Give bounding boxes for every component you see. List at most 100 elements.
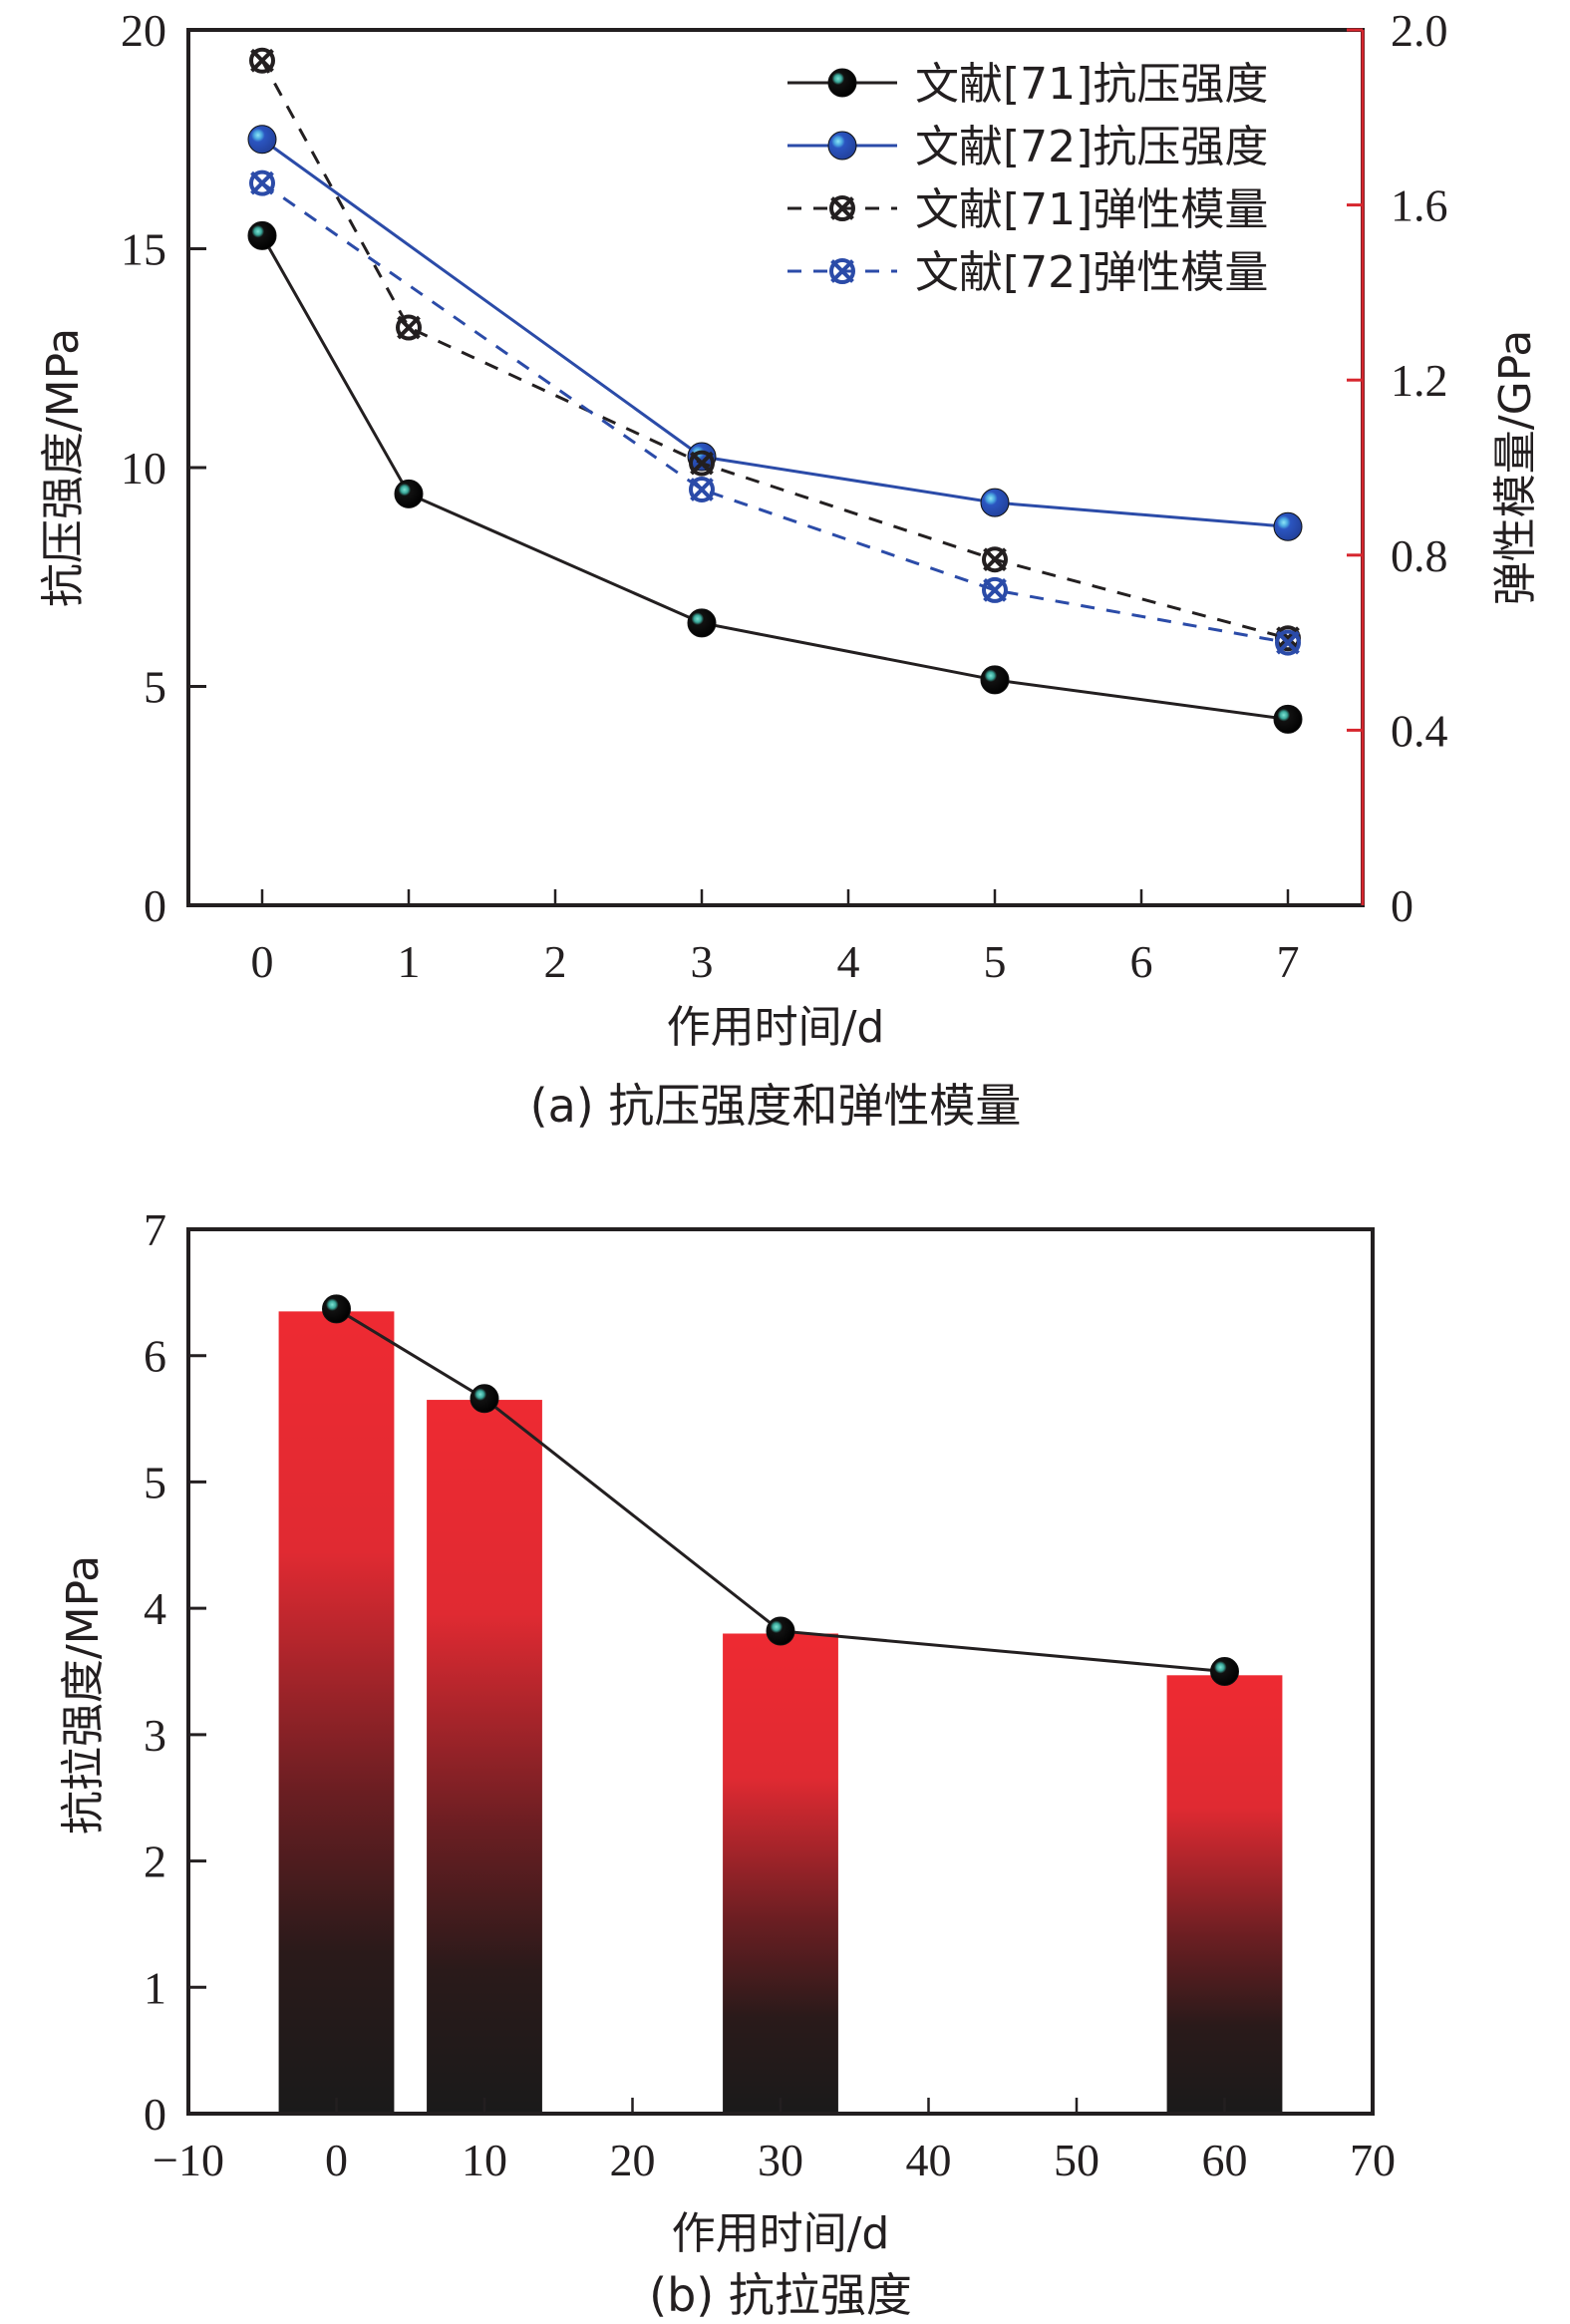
data-point-2-cross bbox=[397, 315, 421, 340]
data-point-0 bbox=[394, 479, 424, 508]
x-tick-label: −10 bbox=[153, 2135, 224, 2185]
data-point-2-cross bbox=[1276, 626, 1300, 651]
series-line-3 bbox=[261, 181, 1289, 645]
legend-marker-3-cross bbox=[830, 259, 854, 283]
x-tick-label: 20 bbox=[610, 2135, 656, 2185]
data-point-2-ring bbox=[396, 314, 422, 341]
bar bbox=[427, 1400, 542, 2114]
x-tick-label: 3 bbox=[691, 936, 714, 987]
data-point-3 bbox=[689, 476, 715, 502]
data-point-3-cross bbox=[250, 170, 274, 195]
x-tick-label: 5 bbox=[984, 936, 1007, 987]
data-point-0 bbox=[247, 220, 277, 250]
bar bbox=[723, 1633, 838, 2114]
data-point-1-body bbox=[687, 442, 717, 472]
legend-marker-2-ring bbox=[829, 195, 855, 221]
legend-label-3: 文献[72]弹性模量 bbox=[915, 247, 1268, 298]
y-tick-label: 5 bbox=[144, 662, 166, 713]
data-point-3-ring bbox=[982, 576, 1008, 603]
y-tick-label: 0 bbox=[144, 880, 166, 931]
legend-marker-2-cross bbox=[830, 196, 854, 220]
x-tick-label: 60 bbox=[1202, 2135, 1248, 2185]
data-point bbox=[1210, 1657, 1239, 1686]
data-point-3-cross bbox=[690, 478, 714, 501]
data-point-2 bbox=[249, 47, 275, 74]
data-point-0-body bbox=[980, 665, 1010, 695]
y-tick-label: 10 bbox=[121, 443, 166, 494]
data-point-1 bbox=[1273, 511, 1303, 541]
x-axis-title: 作用时间/d bbox=[672, 2208, 890, 2259]
data-point-body bbox=[322, 1294, 351, 1324]
series-line-0 bbox=[260, 234, 1289, 721]
data-point-1 bbox=[980, 488, 1010, 517]
data-point bbox=[766, 1616, 795, 1646]
x-tick-label: 4 bbox=[837, 936, 860, 987]
data-point-0-body bbox=[687, 608, 717, 638]
bar bbox=[1166, 1675, 1283, 2114]
y-tick-label: 15 bbox=[121, 224, 166, 275]
data-point-3-cross bbox=[983, 578, 1007, 602]
x-tick-label: 2 bbox=[544, 936, 567, 987]
legend-label-1: 文献[72]抗压强度 bbox=[915, 122, 1268, 172]
data-point-0 bbox=[980, 665, 1010, 695]
data-point-2-ring bbox=[982, 546, 1008, 573]
data-point-3 bbox=[249, 169, 275, 196]
y2-tick-label: 0.8 bbox=[1391, 530, 1448, 581]
data-point-1-body bbox=[1273, 511, 1303, 541]
data-point-2 bbox=[396, 314, 422, 341]
x-tick-label: 7 bbox=[1277, 936, 1300, 987]
y-tick-label: 2 bbox=[144, 1836, 166, 1887]
data-point-0-body bbox=[247, 220, 277, 250]
y-tick-label: 20 bbox=[121, 5, 166, 56]
x-tick-label: 40 bbox=[906, 2135, 952, 2185]
data-point-0-body bbox=[394, 479, 424, 508]
legend-marker-1-body bbox=[827, 131, 857, 161]
x-tick-label: 10 bbox=[462, 2135, 507, 2185]
legend-marker-1 bbox=[827, 131, 857, 161]
data-point-1-body bbox=[247, 125, 277, 155]
x-tick-label: 0 bbox=[251, 936, 274, 987]
data-point-2-cross bbox=[983, 547, 1007, 572]
caption-a: (a) 抗压强度和弹性模量 bbox=[530, 1079, 1022, 1133]
data-point-body bbox=[470, 1384, 499, 1414]
x-tick-label: 0 bbox=[325, 2135, 348, 2185]
y-tick-label: 1 bbox=[144, 1962, 166, 2013]
legend-marker-3 bbox=[829, 258, 855, 284]
y-tick-label: 7 bbox=[144, 1204, 166, 1255]
data-point-2 bbox=[689, 450, 715, 477]
legend-label-0: 文献[71]抗压强度 bbox=[915, 59, 1268, 110]
y2-tick-label: 1.6 bbox=[1391, 180, 1448, 231]
y-tick-label: 4 bbox=[144, 1583, 166, 1634]
caption-b: (b) 抗拉强度 bbox=[649, 2268, 912, 2322]
data-point-body bbox=[766, 1616, 795, 1646]
data-point-3-cross bbox=[1276, 630, 1300, 655]
y-axis-title: 抗压强度/MPa bbox=[38, 328, 89, 607]
y-tick-label: 0 bbox=[144, 2089, 166, 2140]
y-tick-label: 6 bbox=[144, 1331, 166, 1382]
y-tick-label: 5 bbox=[144, 1457, 166, 1507]
y2-tick-label: 1.2 bbox=[1391, 355, 1448, 406]
x-tick-label: 50 bbox=[1054, 2135, 1099, 2185]
legend-marker-3-ring bbox=[829, 258, 855, 284]
data-point-0-body bbox=[1273, 704, 1303, 734]
y-tick-label: 3 bbox=[144, 1710, 166, 1761]
x-tick-label: 1 bbox=[398, 936, 421, 987]
data-point-3 bbox=[982, 576, 1008, 603]
data-point-body bbox=[1210, 1657, 1239, 1686]
data-point-1-body bbox=[980, 488, 1010, 517]
x-tick-label: 30 bbox=[758, 2135, 803, 2185]
legend-marker-2 bbox=[829, 195, 855, 221]
y2-tick-label: 0.4 bbox=[1391, 705, 1448, 756]
data-point-3-ring bbox=[689, 476, 715, 502]
data-point-3-ring bbox=[1275, 629, 1301, 656]
data-point-3-ring bbox=[249, 169, 275, 196]
data-point-2 bbox=[982, 546, 1008, 573]
x-axis-title: 作用时间/d bbox=[667, 1002, 885, 1053]
legend-marker-0-body bbox=[827, 68, 857, 98]
y-axis-title: 抗拉强度/MPa bbox=[58, 1555, 109, 1834]
series-line-1 bbox=[261, 138, 1289, 528]
legend-label-2: 文献[71]弹性模量 bbox=[915, 184, 1268, 235]
trend-line bbox=[335, 1307, 1225, 1673]
